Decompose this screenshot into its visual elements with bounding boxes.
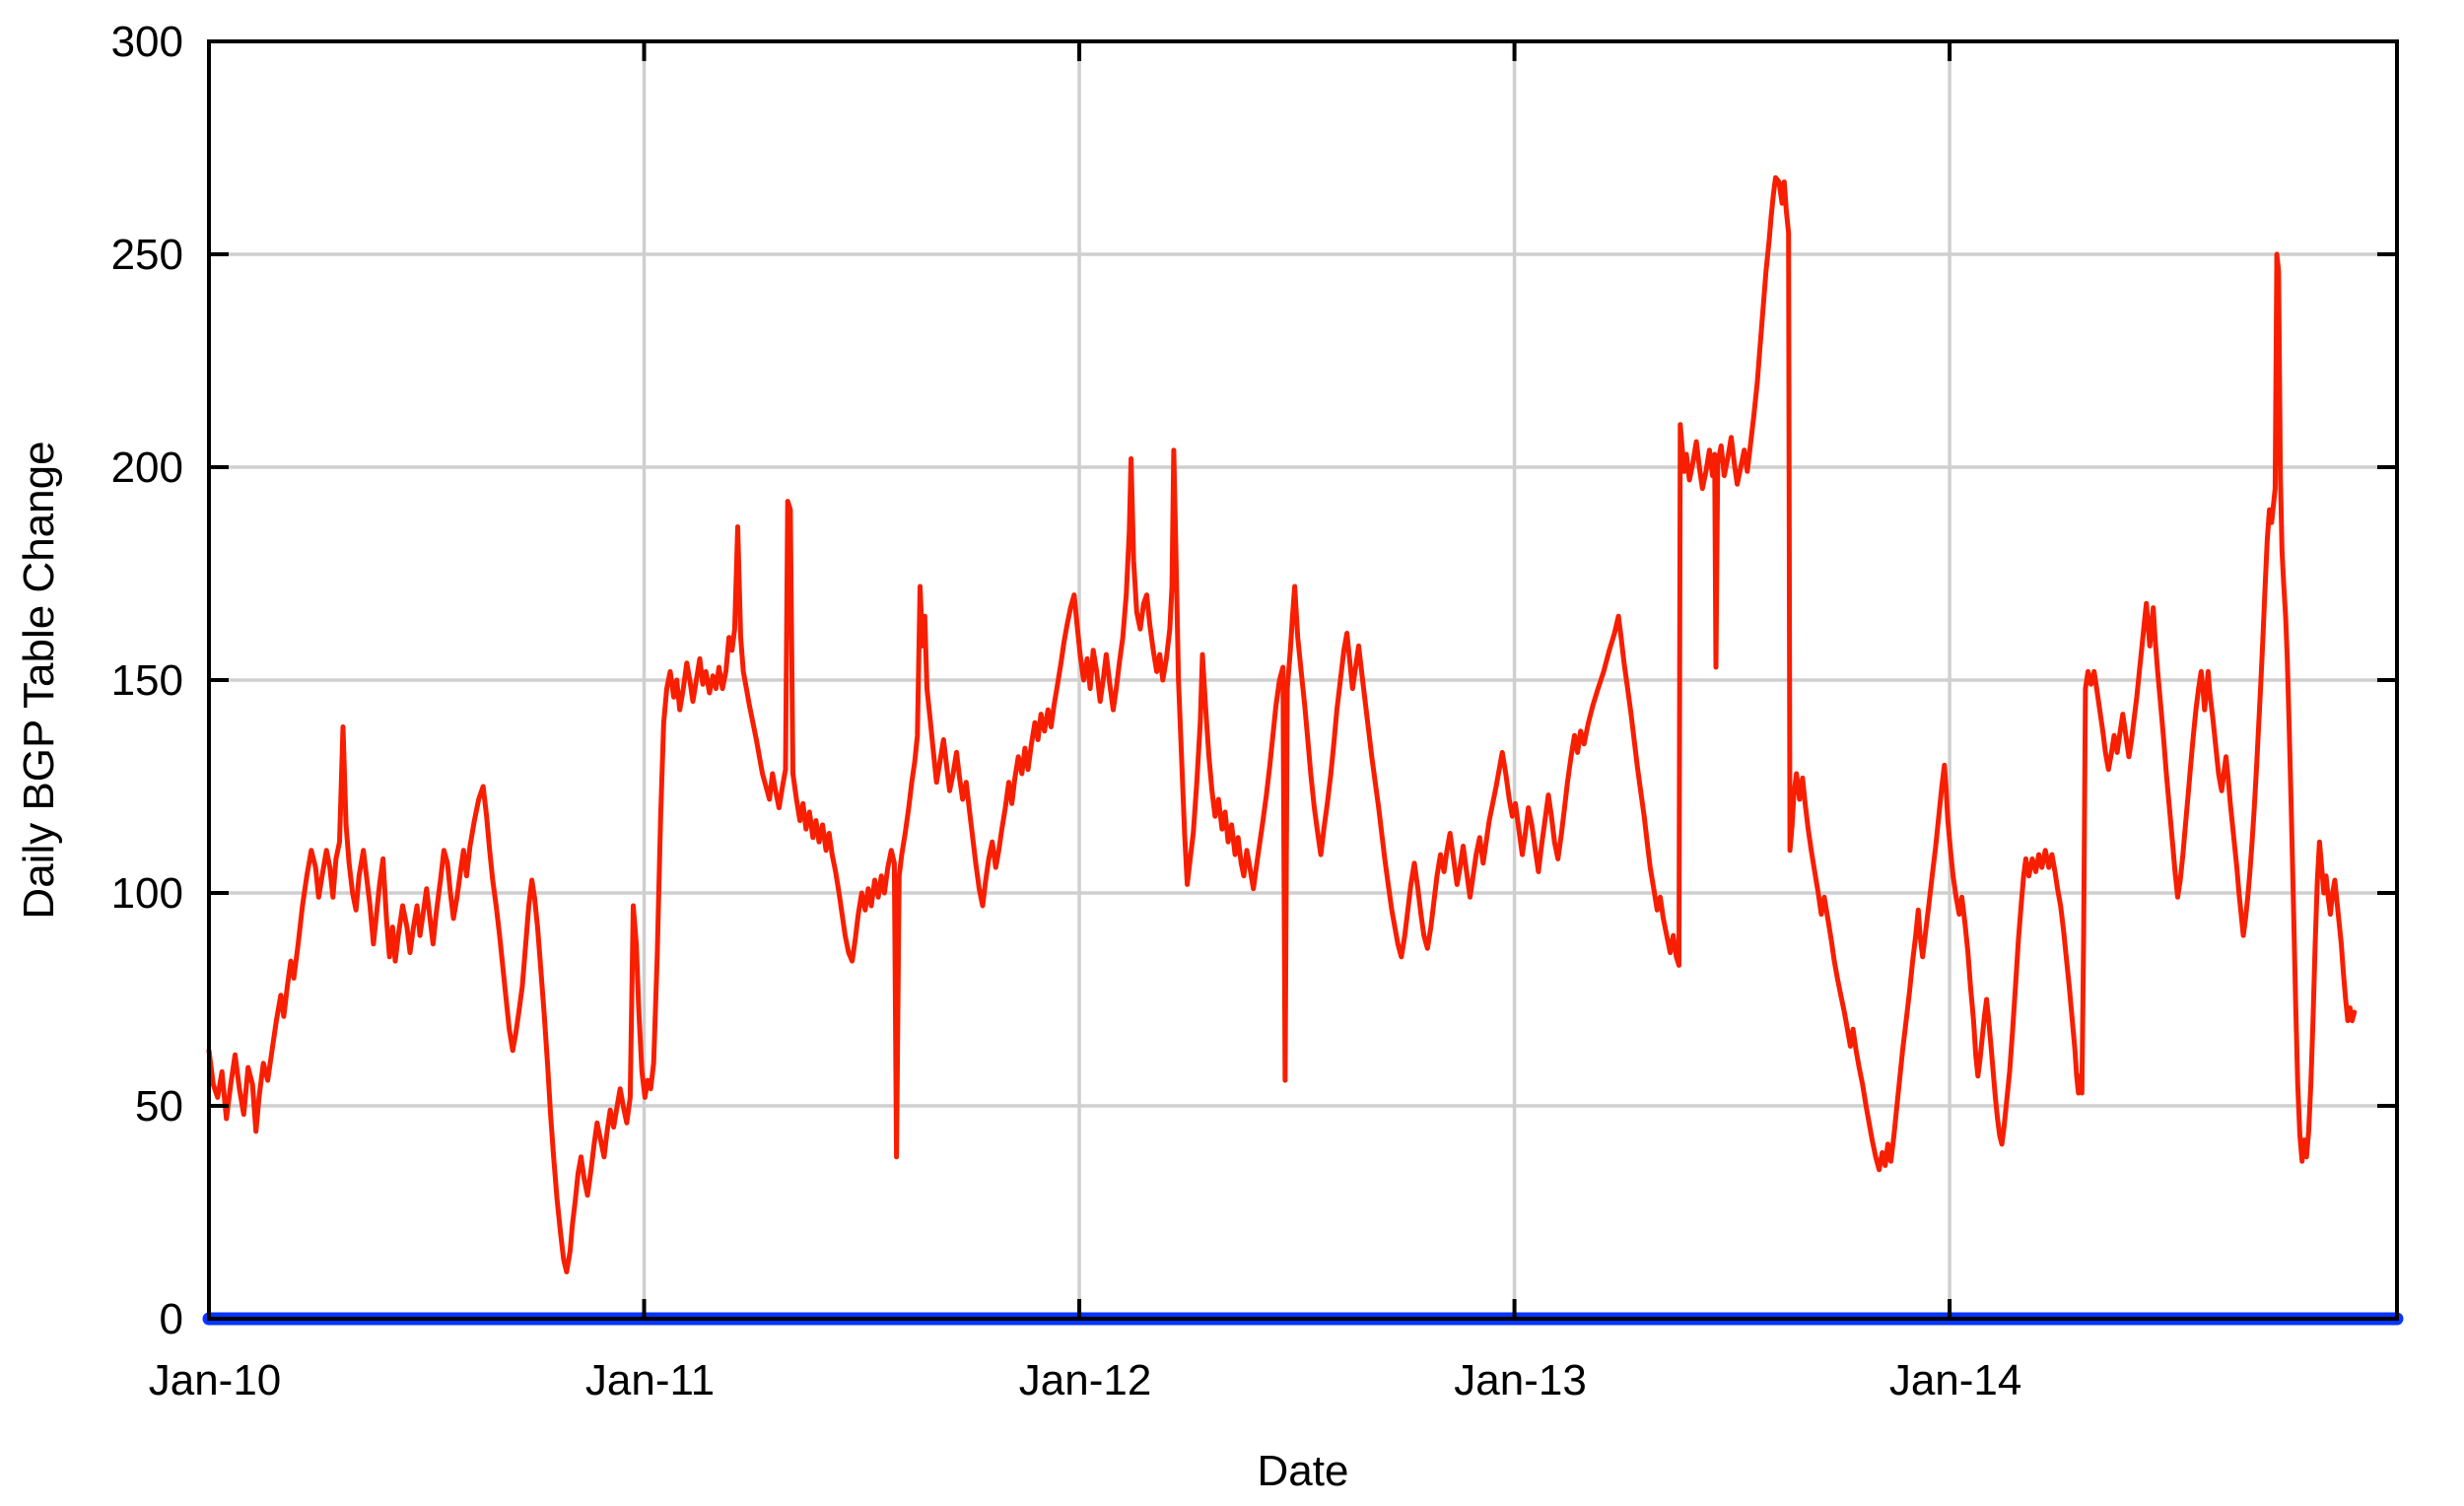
x-tick-label: Jan-12	[1019, 1356, 1152, 1404]
y-tick-label: 200	[111, 444, 183, 492]
y-tick-label: 250	[111, 231, 183, 279]
y-tick-label: 150	[111, 656, 183, 705]
x-axis-title: Date	[209, 1447, 2397, 1496]
x-tick-label: Jan-14	[1889, 1356, 2022, 1404]
y-tick-label: 50	[135, 1082, 183, 1130]
x-axis-title-text: Date	[1257, 1447, 1349, 1495]
y-tick-label: 300	[111, 18, 183, 66]
y-axis-title: Daily BGP Table Change	[15, 441, 64, 919]
series-daily-bgp-table-change	[206, 174, 2358, 1274]
y-tick-label: 0	[160, 1295, 183, 1343]
x-tick-label: Jan-10	[149, 1356, 282, 1404]
x-tick-label: Jan-11	[585, 1356, 715, 1404]
x-tick-label: Jan-13	[1454, 1356, 1587, 1404]
y-tick-label: 100	[111, 869, 183, 918]
y-axis-title-text: Daily BGP Table Change	[15, 441, 63, 920]
